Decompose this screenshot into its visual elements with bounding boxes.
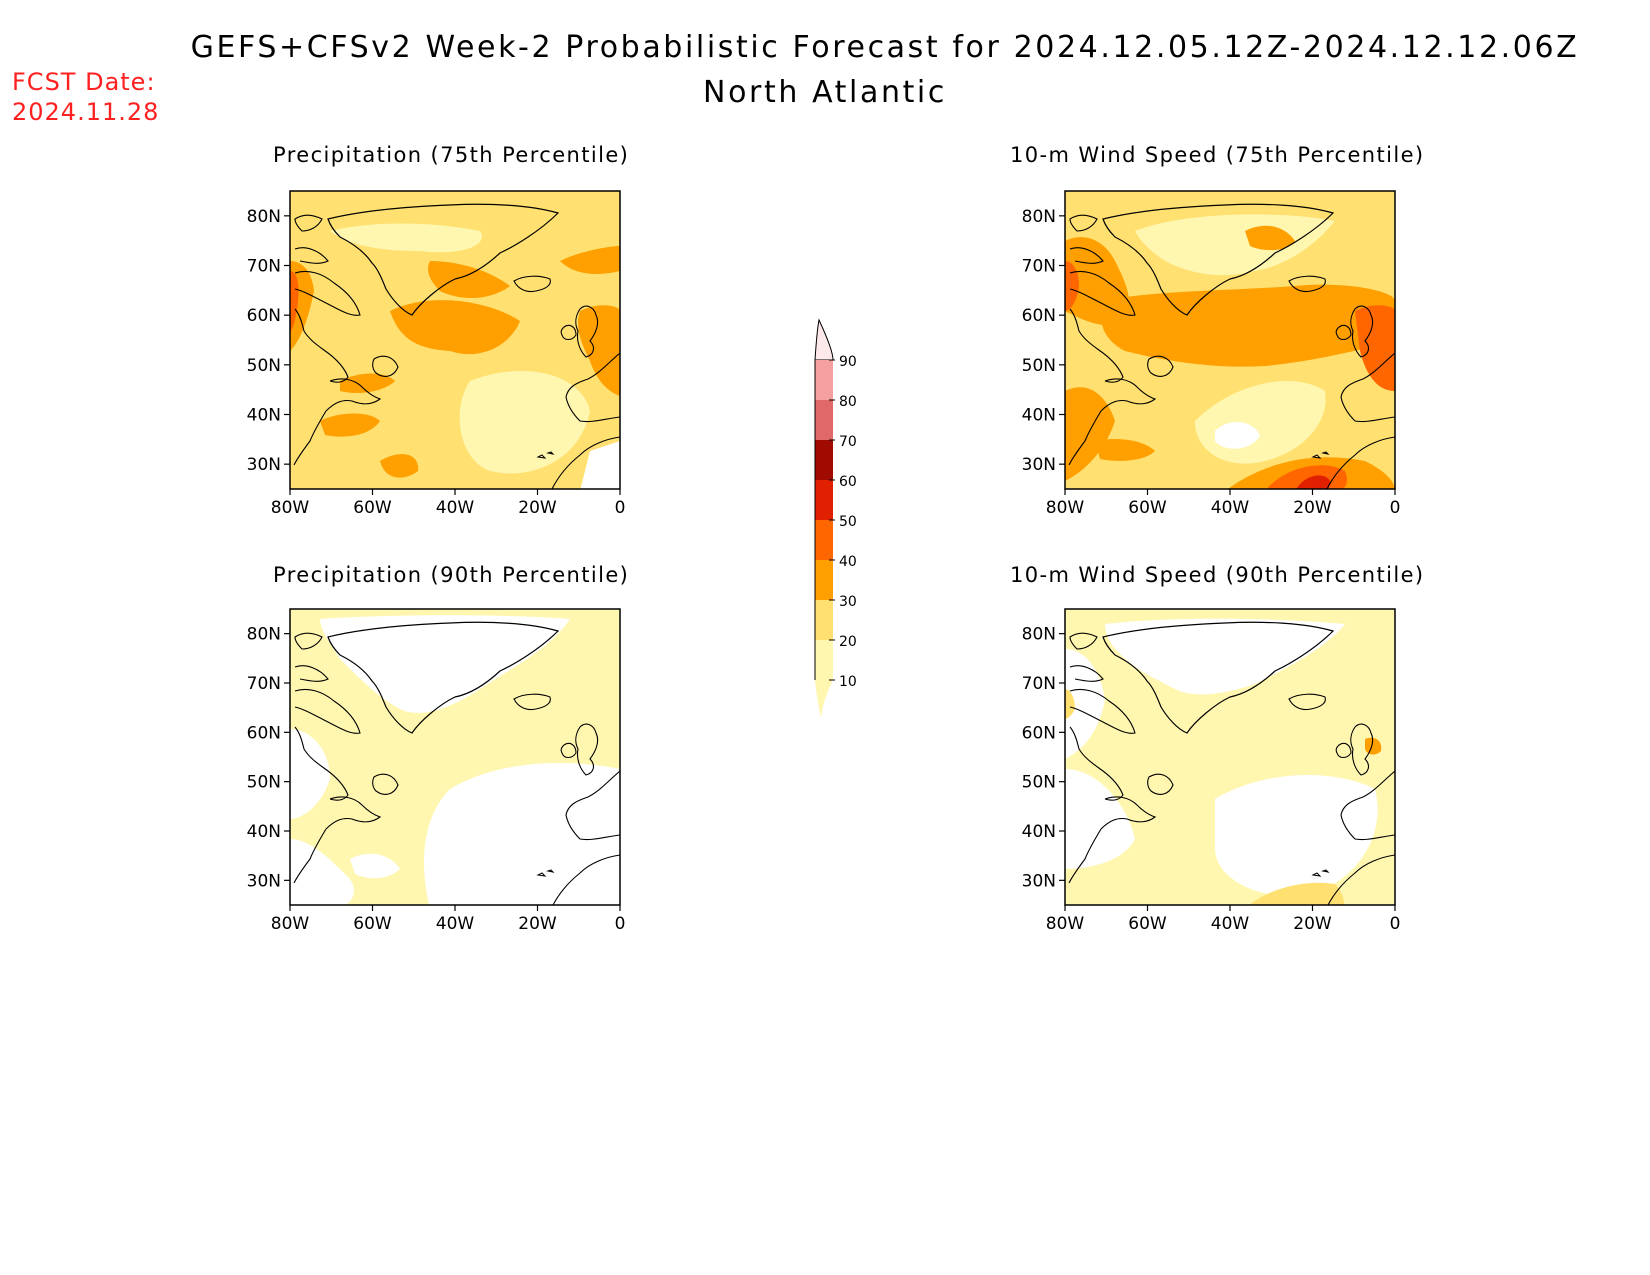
lon-label: 20W <box>518 914 557 934</box>
map-wind-90 <box>1065 609 1395 905</box>
lat-label: 30N <box>1022 871 1056 891</box>
colorbar-label: 10 <box>839 674 857 690</box>
map-precip-90 <box>290 609 620 905</box>
panel-title-wind-75: 10-m Wind Speed (75th Percentile) <box>1010 143 1425 167</box>
lat-label: 70N <box>247 674 281 694</box>
lat-label: 80N <box>1022 625 1056 645</box>
lon-label: 0 <box>615 498 626 518</box>
colorbar: 90 80 70 60 50 40 30 20 10 <box>814 318 857 718</box>
lat-label: 40N <box>247 822 281 842</box>
lat-label: 70N <box>247 257 281 277</box>
lat-label: 40N <box>1022 822 1056 842</box>
lon-label: 80W <box>271 914 310 934</box>
lon-label: 20W <box>1293 498 1332 518</box>
map-precip-75 <box>290 191 620 489</box>
panel-title-precip-75: Precipitation (75th Percentile) <box>273 143 630 167</box>
lon-label: 20W <box>1293 914 1332 934</box>
lat-label: 50N <box>247 356 281 376</box>
lat-label: 50N <box>1022 356 1056 376</box>
colorbar-swatch <box>815 560 833 600</box>
lon-label: 80W <box>1046 498 1085 518</box>
lon-label: 60W <box>353 914 392 934</box>
lat-label: 60N <box>247 306 281 326</box>
colorbar-label: 20 <box>839 634 857 650</box>
colorbar-swatch <box>815 360 833 400</box>
colorbar-label: 30 <box>839 594 857 610</box>
lat-label: 50N <box>1022 773 1056 793</box>
lon-label: 0 <box>615 914 626 934</box>
lat-label: 60N <box>1022 723 1056 743</box>
region-subtitle: North Atlantic <box>703 75 947 110</box>
lat-label: 80N <box>247 207 281 227</box>
lon-label: 40W <box>436 914 475 934</box>
colorbar-swatch <box>815 400 833 440</box>
lon-label: 0 <box>1390 914 1401 934</box>
lon-label: 0 <box>1390 498 1401 518</box>
colorbar-label: 90 <box>839 354 857 370</box>
colorbar-swatch <box>815 520 833 560</box>
lat-label: 30N <box>247 871 281 891</box>
panel-title-wind-90: 10-m Wind Speed (90th Percentile) <box>1010 563 1425 587</box>
lon-label: 40W <box>1211 914 1250 934</box>
lon-label: 60W <box>1128 498 1167 518</box>
lat-label: 30N <box>1022 455 1056 475</box>
lat-label: 80N <box>1022 207 1056 227</box>
lon-label: 60W <box>1128 914 1167 934</box>
lat-label: 50N <box>247 773 281 793</box>
colorbar-cap-bottom <box>815 680 833 718</box>
colorbar-swatch <box>815 600 833 640</box>
lon-label: 40W <box>436 498 475 518</box>
panel-title-precip-90: Precipitation (90th Percentile) <box>273 563 630 587</box>
page-title: GEFS+CFSv2 Week-2 Probabilistic Forecast… <box>190 30 1580 65</box>
colorbar-label: 80 <box>839 394 857 410</box>
lat-label: 40N <box>1022 406 1056 426</box>
lon-label: 20W <box>518 498 557 518</box>
lon-label: 80W <box>271 498 310 518</box>
forecast-date-label: FCST Date: <box>12 68 156 96</box>
lon-label: 40W <box>1211 498 1250 518</box>
map-wind-75 <box>1065 191 1395 489</box>
lat-label: 70N <box>1022 257 1056 277</box>
lat-label: 30N <box>247 455 281 475</box>
colorbar-label: 70 <box>839 434 857 450</box>
colorbar-cap-top <box>814 318 834 361</box>
lon-label: 60W <box>353 498 392 518</box>
lat-label: 60N <box>247 723 281 743</box>
lat-label: 60N <box>1022 306 1056 326</box>
colorbar-swatch <box>815 480 833 520</box>
colorbar-swatch <box>815 640 833 680</box>
lat-label: 40N <box>247 406 281 426</box>
lat-label: 80N <box>247 625 281 645</box>
colorbar-label: 60 <box>839 474 857 490</box>
colorbar-label: 50 <box>839 514 857 530</box>
lat-label: 70N <box>1022 674 1056 694</box>
colorbar-label: 40 <box>839 554 857 570</box>
forecast-date-value: 2024.11.28 <box>12 98 160 126</box>
colorbar-swatch <box>815 440 833 480</box>
lon-label: 80W <box>1046 914 1085 934</box>
